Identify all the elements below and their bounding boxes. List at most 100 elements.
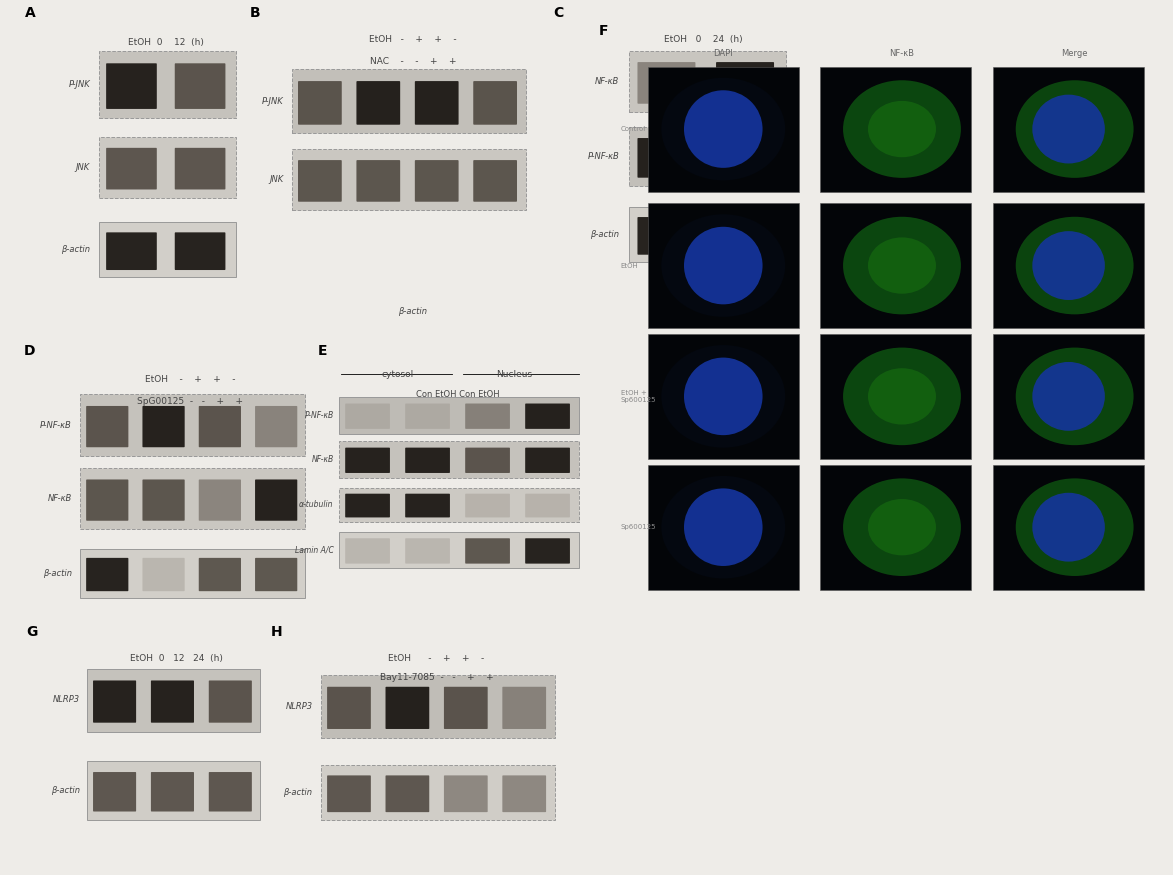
FancyBboxPatch shape — [298, 81, 341, 125]
FancyBboxPatch shape — [466, 403, 510, 429]
Bar — [99, 51, 236, 118]
FancyBboxPatch shape — [198, 558, 240, 592]
Ellipse shape — [843, 479, 961, 576]
FancyBboxPatch shape — [526, 538, 570, 564]
FancyBboxPatch shape — [142, 558, 184, 592]
Text: cytosol: cytosol — [382, 370, 414, 379]
FancyBboxPatch shape — [415, 81, 459, 125]
Bar — [647, 465, 799, 590]
Ellipse shape — [684, 90, 762, 168]
FancyBboxPatch shape — [175, 63, 225, 108]
Ellipse shape — [843, 217, 961, 314]
Text: β-actin: β-actin — [284, 788, 312, 797]
FancyBboxPatch shape — [526, 493, 570, 517]
Text: Nucleus: Nucleus — [496, 370, 533, 379]
Text: P-NF-κB: P-NF-κB — [40, 421, 72, 430]
FancyBboxPatch shape — [298, 160, 341, 202]
Text: EtOH  0   12   24  (h): EtOH 0 12 24 (h) — [129, 654, 223, 662]
FancyBboxPatch shape — [443, 775, 488, 812]
FancyBboxPatch shape — [466, 493, 510, 517]
FancyBboxPatch shape — [93, 681, 136, 723]
Text: EtOH   -    +    +    -: EtOH - + + - — [369, 35, 456, 45]
Bar — [292, 69, 526, 133]
Text: α-tubulin: α-tubulin — [299, 500, 333, 509]
FancyBboxPatch shape — [405, 403, 450, 429]
FancyBboxPatch shape — [345, 448, 389, 473]
Bar — [87, 668, 260, 732]
Bar — [80, 468, 305, 529]
Bar — [339, 441, 578, 478]
Bar — [994, 333, 1144, 458]
Text: β-actin: β-actin — [42, 569, 72, 578]
FancyBboxPatch shape — [386, 775, 429, 812]
Bar — [820, 203, 971, 328]
FancyBboxPatch shape — [716, 138, 774, 178]
Ellipse shape — [1032, 231, 1105, 300]
Text: NAC    -    -    +    +: NAC - - + + — [369, 57, 456, 66]
FancyBboxPatch shape — [255, 480, 297, 521]
Text: JNK: JNK — [269, 175, 284, 184]
FancyBboxPatch shape — [473, 81, 517, 125]
Text: Merge: Merge — [1060, 49, 1087, 59]
Text: β-actin: β-actin — [61, 245, 90, 255]
FancyBboxPatch shape — [716, 62, 774, 104]
FancyBboxPatch shape — [175, 148, 225, 190]
FancyBboxPatch shape — [637, 62, 696, 104]
Ellipse shape — [1032, 362, 1105, 430]
Text: EtOH   0    24  (h): EtOH 0 24 (h) — [664, 35, 744, 45]
FancyBboxPatch shape — [502, 687, 547, 729]
Bar — [647, 333, 799, 458]
Text: NF-κB: NF-κB — [889, 49, 914, 59]
FancyBboxPatch shape — [405, 493, 450, 517]
FancyBboxPatch shape — [637, 138, 696, 178]
Ellipse shape — [684, 358, 762, 435]
Text: NF-κB: NF-κB — [595, 77, 619, 86]
FancyBboxPatch shape — [198, 406, 240, 447]
Ellipse shape — [1016, 479, 1133, 576]
FancyBboxPatch shape — [466, 448, 510, 473]
Ellipse shape — [843, 347, 961, 445]
FancyBboxPatch shape — [151, 772, 194, 811]
Bar — [80, 395, 305, 456]
FancyBboxPatch shape — [526, 448, 570, 473]
FancyBboxPatch shape — [526, 403, 570, 429]
Bar — [994, 465, 1144, 590]
Bar — [80, 549, 305, 598]
FancyBboxPatch shape — [357, 81, 400, 125]
Text: EtOH    -    +    +    -: EtOH - + + - — [144, 374, 236, 384]
Bar — [994, 203, 1144, 328]
FancyBboxPatch shape — [415, 160, 459, 202]
Ellipse shape — [684, 488, 762, 566]
Text: EtOH      -    +    +    -: EtOH - + + - — [388, 654, 484, 662]
Bar — [820, 66, 971, 192]
Text: E: E — [318, 344, 327, 358]
Bar — [629, 51, 786, 112]
Text: DAPI: DAPI — [713, 49, 733, 59]
Text: Lamin A/C: Lamin A/C — [294, 545, 333, 555]
Text: NLRP3: NLRP3 — [53, 696, 80, 704]
Ellipse shape — [684, 227, 762, 304]
Text: G: G — [26, 625, 38, 639]
Ellipse shape — [1032, 94, 1105, 164]
Text: EtOH  0    12  (h): EtOH 0 12 (h) — [128, 38, 204, 47]
Ellipse shape — [868, 237, 936, 294]
FancyBboxPatch shape — [255, 558, 297, 592]
Ellipse shape — [868, 499, 936, 556]
Bar — [629, 206, 786, 262]
Text: NF-κB: NF-κB — [48, 494, 72, 503]
Text: A: A — [25, 6, 35, 20]
FancyBboxPatch shape — [151, 681, 194, 723]
Bar — [321, 675, 555, 738]
FancyBboxPatch shape — [405, 448, 450, 473]
Text: B: B — [250, 6, 260, 20]
Bar — [321, 765, 555, 820]
FancyBboxPatch shape — [716, 217, 774, 255]
Ellipse shape — [868, 368, 936, 424]
Ellipse shape — [1016, 217, 1133, 314]
Bar — [994, 66, 1144, 192]
FancyBboxPatch shape — [386, 687, 429, 729]
FancyBboxPatch shape — [466, 538, 510, 564]
Text: D: D — [23, 344, 35, 358]
FancyBboxPatch shape — [142, 406, 184, 447]
Text: NF-κB: NF-κB — [311, 455, 333, 464]
